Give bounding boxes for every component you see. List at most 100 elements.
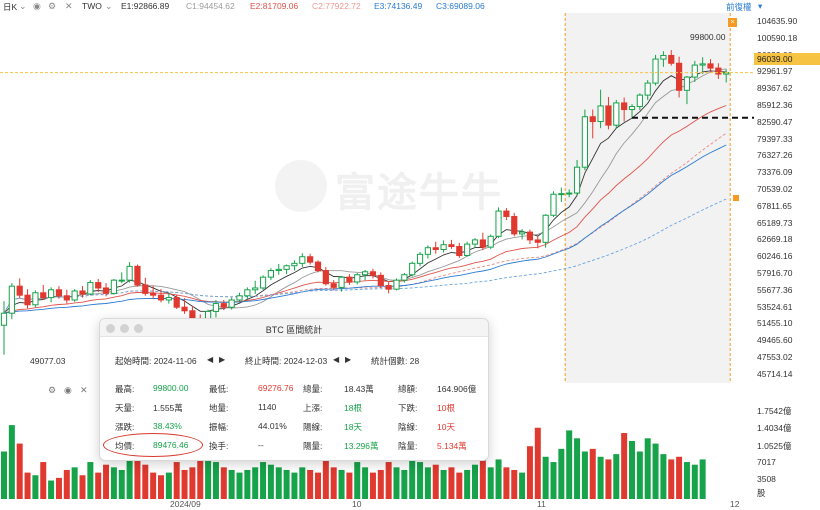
eye-icon[interactable]: ◉	[64, 385, 72, 395]
volume-bar	[613, 454, 620, 499]
volume-bar	[8, 425, 15, 499]
price-axis-tick: 51455.10	[757, 318, 793, 329]
volume-bar	[566, 430, 573, 499]
candle-body	[275, 268, 282, 272]
candle-body	[79, 290, 86, 295]
volume-bar	[212, 462, 219, 499]
volume-bar	[464, 469, 471, 499]
close-selection-icon[interactable]: ×	[728, 18, 737, 27]
volume-bar	[118, 469, 125, 499]
candle-body	[440, 244, 447, 251]
price-axis-tick: 60246.16	[757, 251, 793, 262]
candle-body	[393, 279, 400, 290]
selection-handle[interactable]	[733, 195, 739, 201]
price-axis: 104635.90 100590.18 96039.0092961.97 89367.…	[754, 13, 820, 383]
candle-body	[519, 231, 526, 235]
candle-body	[252, 287, 259, 291]
volume-bar	[205, 459, 212, 499]
start-prev-icon[interactable]: ◀	[207, 355, 214, 364]
stat-value: 1.555萬	[153, 403, 183, 413]
candle-body	[118, 279, 125, 282]
volume-bar	[315, 472, 321, 499]
candle-body	[55, 289, 63, 297]
volume-bar	[71, 467, 78, 499]
volume-bar	[260, 462, 267, 499]
stat-value: 1140	[258, 402, 277, 412]
price-adjust-select[interactable]: 前復權	[726, 2, 752, 12]
volume-bar	[283, 469, 290, 499]
candle-body	[126, 265, 133, 281]
price-axis-tick: 55677.36	[757, 284, 793, 295]
volume-bar	[346, 472, 353, 499]
price-axis-tick: 79397.33	[757, 133, 793, 144]
candle-body	[652, 58, 659, 84]
end-next-icon[interactable]: ▶	[345, 355, 352, 364]
indicator-label[interactable]: TWO	[82, 1, 102, 11]
stat-label: 下跌:	[398, 403, 418, 413]
candle-body	[550, 193, 557, 216]
candle-body	[401, 274, 408, 281]
chevron-down-icon[interactable]: ⌄	[105, 1, 113, 11]
volume-header: ⚙ ◉ ✕	[0, 384, 754, 398]
candle-body	[95, 282, 102, 289]
volume-bar	[165, 472, 172, 499]
volume-bar	[63, 469, 70, 499]
close-icon[interactable]: ✕	[65, 1, 73, 11]
candle-body	[299, 256, 306, 264]
volume-bar	[16, 443, 23, 499]
candle-body	[307, 256, 314, 263]
volume-bar	[142, 464, 149, 499]
volume-bar	[629, 440, 635, 499]
candle-body	[683, 76, 691, 91]
volume-bar	[362, 467, 369, 499]
candle-body	[157, 294, 165, 301]
volume-bar	[307, 469, 314, 499]
minimize-window-button[interactable]	[120, 324, 129, 333]
date-axis-tick: 12	[730, 499, 740, 509]
candle-body	[676, 62, 683, 91]
volume-bar	[95, 472, 102, 499]
candle-body	[589, 116, 596, 123]
price-axis-tick: 62669.18	[757, 234, 793, 245]
candlestick-chart[interactable]	[0, 13, 754, 383]
volume-bar	[330, 467, 337, 499]
start-next-icon[interactable]: ▶	[219, 355, 226, 364]
candle-body	[267, 270, 274, 278]
price-axis-tick: 65189.73	[757, 217, 793, 228]
volume-bar	[417, 462, 424, 499]
settings-icon[interactable]: ⚙	[48, 385, 57, 395]
date-axis-tick: 10	[352, 499, 362, 509]
volume-axis-tick: 3508	[757, 474, 776, 484]
volume-bar	[668, 459, 675, 499]
ema-e2-value: E2:81709.06	[250, 1, 299, 11]
stat-value: --	[258, 440, 264, 450]
chevron-down-icon[interactable]: ⌄	[19, 1, 27, 11]
end-prev-icon[interactable]: ◀	[333, 355, 340, 364]
candle-body	[416, 253, 424, 264]
candle-body	[110, 279, 118, 294]
candle-body	[32, 292, 39, 306]
high-price-label: 99800.00	[690, 32, 726, 42]
dialog-title-bar[interactable]: BTC 區間統計	[100, 319, 488, 337]
zoom-window-button[interactable]	[134, 324, 143, 333]
volume-bar	[55, 477, 62, 499]
chevron-down-icon[interactable]: ▾	[758, 1, 763, 11]
stat-label: 總量:	[303, 384, 323, 394]
volume-bar	[660, 454, 667, 499]
volume-bar	[197, 456, 204, 499]
volume-chart[interactable]	[0, 384, 754, 499]
volume-axis-tick: 1.7542億	[757, 406, 792, 416]
close-icon[interactable]: ✕	[80, 385, 88, 395]
settings-icon[interactable]: ⚙	[48, 1, 57, 11]
volume-bar	[503, 467, 510, 499]
candle-body	[628, 106, 636, 111]
candle-body	[448, 244, 455, 248]
close-window-button[interactable]	[106, 324, 115, 333]
period-select[interactable]: 日K	[3, 2, 18, 12]
start-time: 起始時間: 2024-11-06	[115, 356, 197, 366]
date-axis-tick: 2024/09	[170, 499, 201, 509]
candle-body	[385, 285, 392, 290]
candle-body	[40, 292, 47, 299]
eye-icon[interactable]: ◉	[33, 1, 41, 11]
candle-body	[432, 247, 439, 251]
